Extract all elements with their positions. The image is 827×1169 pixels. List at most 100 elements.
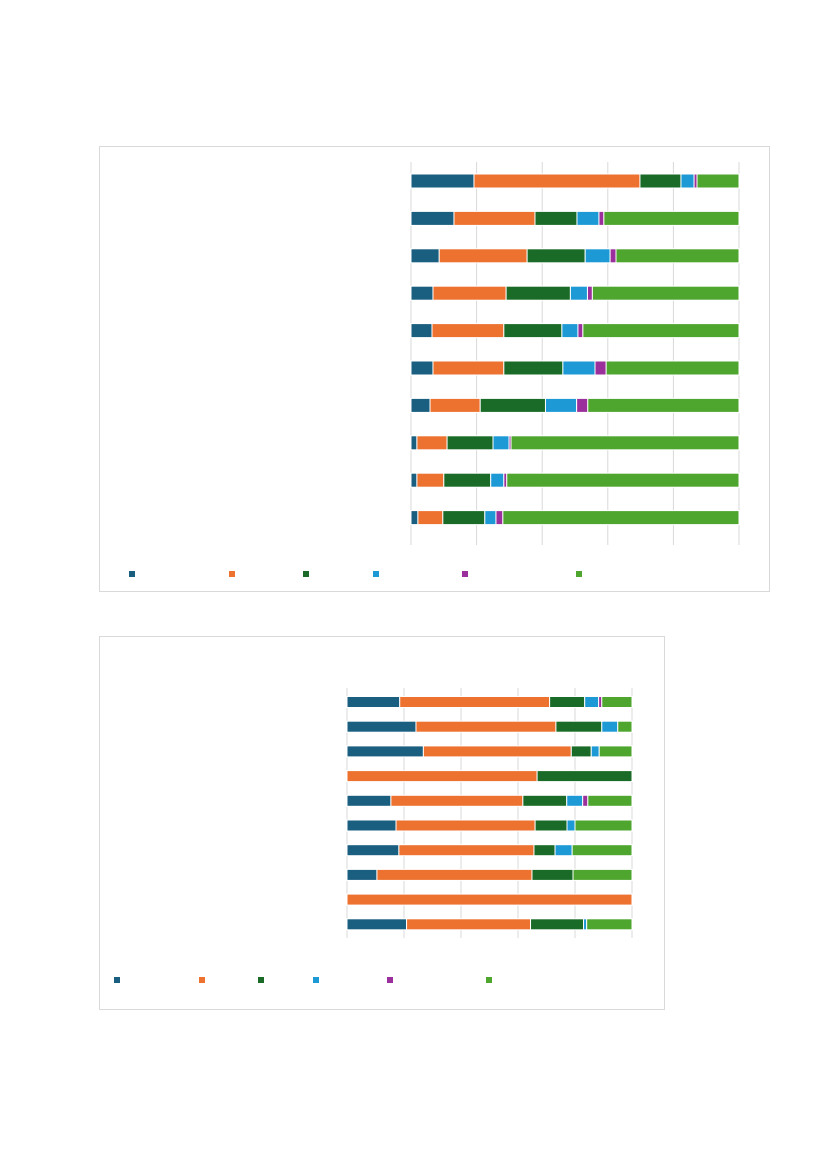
bar-segment-row6-series2	[432, 360, 505, 376]
bar-segment-row9-series6	[506, 472, 740, 488]
bar-segment-row7-series1	[346, 844, 400, 857]
legend-marker-series5	[387, 977, 393, 983]
bar-segment-row3-series1	[410, 248, 440, 264]
bar-segment-row3-series3	[526, 248, 586, 264]
chart-1-canvas	[129, 162, 740, 577]
bar-segment-row10-series6	[586, 918, 633, 931]
bar-segment-row4-series1	[410, 285, 434, 301]
bar-segment-row2-series4	[576, 210, 600, 226]
bar-segment-row8-series1	[346, 868, 378, 881]
bar-segment-row8-series6	[510, 435, 740, 451]
bar-segment-row2-series5	[598, 210, 605, 226]
bar-segment-row6-series2	[395, 819, 536, 832]
bar-segment-row10-series2	[406, 918, 532, 931]
bar-segment-row7-series2	[429, 397, 481, 413]
bar-segment-row9-series1	[410, 472, 418, 488]
legend-marker-series4	[313, 977, 319, 983]
bar-segment-row7-series3	[533, 844, 556, 857]
bar-segment-row7-series4	[544, 397, 578, 413]
bar-segment-row3-series6	[598, 745, 633, 758]
bar-segment-row5-series6	[582, 323, 740, 339]
legend	[129, 571, 582, 577]
bar-segment-row5-series2	[431, 323, 505, 339]
bar-segment-row10-series1	[346, 918, 408, 931]
bar-segment-row4-series2	[432, 285, 507, 301]
bar-segment-row8-series3	[531, 868, 574, 881]
bar-segment-row2-series3	[534, 210, 578, 226]
bar-segment-row10-series3	[530, 918, 585, 931]
legend-marker-series6	[486, 977, 492, 983]
bar-segment-row3-series4	[590, 745, 600, 758]
bar-segment-row6-series1	[410, 360, 434, 376]
bar-segment-row5-series3	[522, 794, 568, 807]
bar-segment-row5-series5	[582, 794, 589, 807]
bar-segment-row8-series6	[572, 868, 633, 881]
bar-segment-row8-series1	[410, 435, 418, 451]
bar-segment-row2-series6	[617, 720, 633, 733]
bar-segment-row2-series1	[346, 720, 417, 733]
bar-segment-row5-series2	[390, 794, 524, 807]
bar-segment-row10-series1	[410, 510, 419, 526]
bar-segment-row2-series4	[601, 720, 619, 733]
bar-segment-row2-series2	[415, 720, 557, 733]
bar-segment-row2-series2	[453, 210, 536, 226]
bar-segment-row1-series3	[639, 173, 682, 189]
bar-segment-row4-series3	[505, 285, 571, 301]
legend-marker-series4	[373, 571, 379, 577]
bar-segment-row3-series5	[609, 248, 617, 264]
bar-segment-row10-series6	[502, 510, 740, 526]
legend-marker-series3	[258, 977, 264, 983]
bar-segment-row2-series1	[410, 210, 455, 226]
bar-segment-row9-series4	[490, 472, 505, 488]
bar-segment-row1-series1	[410, 173, 475, 189]
chart-2-canvas	[114, 688, 633, 983]
bar-segment-row4-series3	[536, 770, 633, 783]
bar-segment-row1-series6	[696, 173, 740, 189]
bar-segment-row9-series2	[416, 472, 445, 488]
bar-segment-row8-series2	[376, 868, 533, 881]
bar-segment-row5-series4	[566, 794, 584, 807]
bar-segment-row3-series3	[570, 745, 592, 758]
bar-segment-row5-series5	[577, 323, 584, 339]
bar-segment-row7-series4	[554, 844, 573, 857]
bar-segment-row4-series6	[591, 285, 740, 301]
bar-segment-row8-series3	[446, 435, 494, 451]
bar-segment-row7-series5	[576, 397, 589, 413]
legend-marker-series2	[229, 571, 235, 577]
bar-segment-row6-series6	[605, 360, 740, 376]
bar-segment-row10-series2	[417, 510, 444, 526]
bar-segment-row1-series4	[680, 173, 695, 189]
bar-segment-row5-series1	[410, 323, 433, 339]
legend-marker-series1	[129, 571, 135, 577]
bar-segment-row6-series3	[534, 819, 568, 832]
bar-segment-row9-series2	[346, 893, 633, 906]
bar-segment-row3-series2	[422, 745, 572, 758]
legend-marker-series6	[576, 571, 582, 577]
bar-segment-row7-series2	[398, 844, 535, 857]
bar-segment-row10-series4	[484, 510, 497, 526]
legend-marker-series5	[462, 571, 468, 577]
bar-segment-row5-series1	[346, 794, 392, 807]
bars	[346, 696, 633, 931]
bar-segment-row7-series6	[571, 844, 633, 857]
bar-segment-row5-series4	[561, 323, 579, 339]
legend	[114, 977, 492, 983]
stacked-bar-chart-1	[99, 146, 770, 592]
bar-segment-row6-series4	[562, 360, 596, 376]
bar-segment-row7-series1	[410, 397, 431, 413]
bar-segment-row5-series3	[503, 323, 563, 339]
bars	[410, 173, 740, 526]
bar-segment-row7-series3	[479, 397, 546, 413]
bar-segment-row3-series6	[615, 248, 740, 264]
bar-segment-row6-series1	[346, 819, 397, 832]
bar-segment-row10-series3	[442, 510, 486, 526]
bar-segment-row10-series5	[495, 510, 504, 526]
legend-marker-series3	[303, 571, 309, 577]
bar-segment-row6-series4	[566, 819, 576, 832]
bar-segment-row1-series6	[601, 696, 633, 708]
bar-segment-row9-series3	[443, 472, 492, 488]
bar-segment-row3-series2	[438, 248, 528, 264]
bar-segment-row8-series4	[492, 435, 510, 451]
bar-segment-row1-series1	[346, 696, 401, 708]
bar-segment-row3-series4	[584, 248, 611, 264]
